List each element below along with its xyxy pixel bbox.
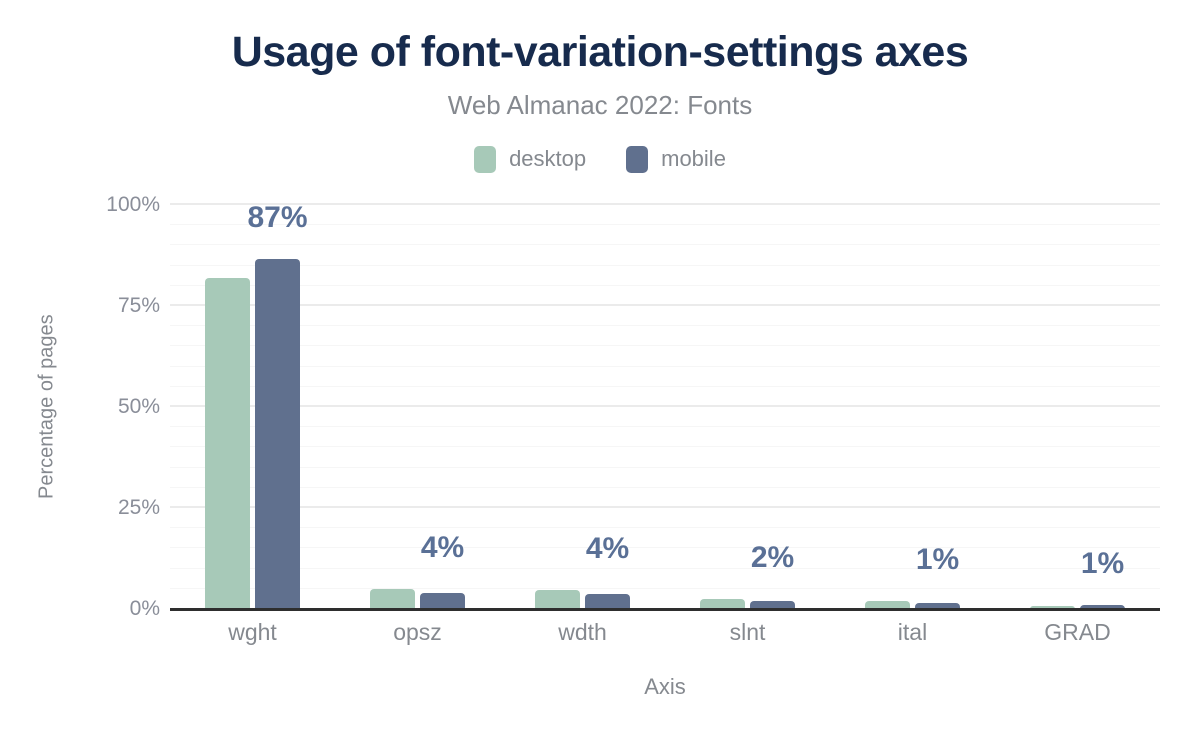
legend-item-desktop: desktop — [474, 145, 587, 173]
minor-gridline — [170, 587, 1160, 589]
bar-mobile-slnt — [750, 600, 795, 609]
x-tick-label-slnt: slnt — [729, 619, 766, 645]
legend-label-mobile: mobile — [661, 146, 726, 171]
bar-desktop-ital — [865, 600, 910, 609]
minor-gridline — [170, 264, 1160, 266]
legend-label-desktop: desktop — [509, 146, 587, 171]
major-gridline — [170, 405, 1160, 407]
value-label-GRAD: 1% — [1080, 546, 1125, 580]
x-tick-label-wdth: wdth — [558, 619, 607, 645]
minor-gridline — [170, 466, 1160, 468]
minor-gridline — [170, 547, 1160, 549]
minor-gridline — [170, 527, 1160, 529]
y-tick-label: 0% — [129, 597, 160, 620]
x-tick-label-GRAD: GRAD — [1044, 619, 1111, 645]
value-label-slnt: 2% — [750, 540, 795, 574]
value-label-wght: 87% — [247, 201, 308, 235]
legend-item-mobile: mobile — [626, 145, 726, 173]
x-tick-label-wght: wght — [228, 619, 277, 645]
bar-desktop-wdth — [535, 590, 580, 609]
major-gridline — [170, 304, 1160, 306]
legend: desktop mobile — [0, 143, 1200, 175]
bar-desktop-wght — [205, 277, 250, 609]
y-tick-label: 25% — [117, 496, 160, 519]
value-label-opsz: 4% — [420, 530, 465, 564]
bar-mobile-opsz — [420, 592, 465, 609]
y-tick-label: 100% — [106, 193, 160, 216]
minor-gridline — [170, 365, 1160, 367]
x-axis-line — [170, 608, 1160, 611]
minor-gridline — [170, 325, 1160, 327]
bar-desktop-slnt — [700, 598, 745, 609]
bar-desktop-GRAD — [1030, 605, 1075, 609]
plot-area: 0% 25% 50% 75% 100% 87% wght 4% opsz 4% wdth 2% slnt… — [106, 194, 1160, 645]
value-label-ital: 1% — [915, 542, 960, 576]
bar-desktop-opsz — [370, 588, 415, 609]
legend-swatch-mobile — [626, 145, 649, 173]
value-label-wdth: 4% — [585, 532, 630, 566]
chart-title: Usage of font-variation-settings axes — [231, 28, 969, 76]
minor-gridline — [170, 284, 1160, 286]
bar-mobile-wdth — [585, 594, 630, 609]
y-tick-label: 50% — [117, 395, 160, 418]
x-tick-label-opsz: opsz — [393, 619, 442, 645]
chart-subtitle: Web Almanac 2022: Fonts — [447, 90, 753, 120]
bar-mobile-wght — [255, 259, 300, 609]
bar-mobile-ital — [915, 603, 960, 609]
legend-swatch-desktop — [474, 145, 497, 173]
major-gridline — [170, 203, 1160, 205]
y-tick-label: 75% — [117, 294, 160, 317]
major-gridline — [170, 506, 1160, 508]
bar-mobile-GRAD — [1080, 604, 1125, 609]
x-tick-label-ital: ital — [897, 619, 928, 645]
minor-gridline — [170, 486, 1160, 488]
x-axis-title: Axis — [644, 674, 686, 699]
minor-gridline — [170, 244, 1160, 246]
minor-gridline — [170, 446, 1160, 448]
minor-gridline — [170, 224, 1160, 226]
minor-gridline — [170, 385, 1160, 387]
minor-gridline — [170, 345, 1160, 347]
minor-gridline — [170, 426, 1160, 428]
minor-gridline — [170, 567, 1160, 569]
